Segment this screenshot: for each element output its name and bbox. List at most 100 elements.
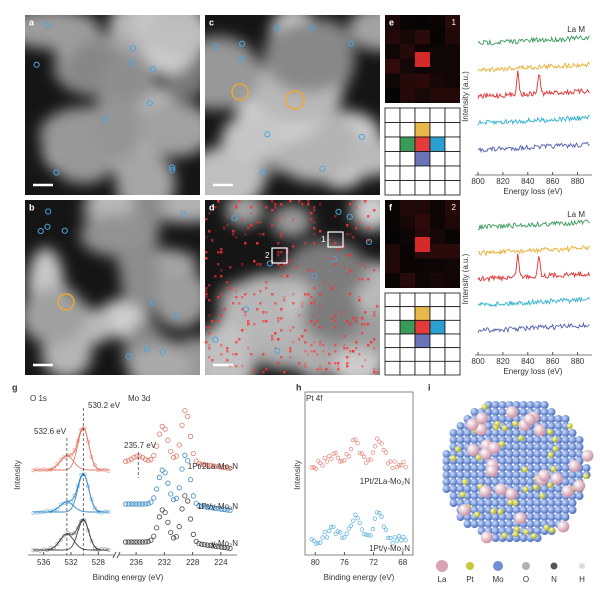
atom-marker	[347, 40, 355, 47]
la-pixel	[214, 206, 217, 209]
x-axis-label: Binding energy (eV)	[324, 573, 395, 582]
x-tick-label: 860	[546, 177, 560, 186]
x-tick-label: 228	[186, 558, 200, 567]
x-tick-label: 800	[471, 357, 485, 366]
data-point	[199, 541, 205, 547]
map-pixel	[400, 244, 415, 259]
map-pixel	[385, 58, 400, 74]
data-point	[72, 531, 77, 535]
data-point	[55, 462, 60, 467]
region-title: Pt 4f	[306, 394, 323, 403]
data-point	[368, 533, 373, 538]
mo-atom	[561, 429, 570, 437]
data-point	[357, 450, 362, 456]
data-point	[324, 535, 330, 540]
blob	[151, 267, 200, 328]
la-pixel	[235, 296, 238, 299]
mo-atom	[547, 506, 556, 514]
la-pixel	[289, 350, 292, 353]
data-point	[162, 470, 168, 476]
mo-atom	[463, 436, 472, 444]
map-pixel	[385, 273, 400, 288]
la-pixel	[292, 218, 295, 221]
pt-atom	[501, 425, 508, 432]
atom-marker	[159, 348, 166, 355]
la-pixel	[220, 293, 223, 296]
grid-cell	[414, 180, 431, 196]
data-point	[187, 516, 194, 522]
x-tick-label: 80	[311, 558, 320, 567]
grid-cell	[384, 107, 401, 123]
mo-atom	[547, 457, 556, 465]
la-pixel	[346, 320, 349, 323]
mo-atom	[442, 485, 451, 493]
mo-atom	[449, 436, 458, 444]
la-pixel	[235, 206, 238, 209]
mo-atom	[540, 408, 549, 416]
data-point	[366, 532, 371, 538]
data-point	[213, 463, 219, 469]
data-point	[355, 516, 360, 521]
la-atom	[514, 512, 527, 525]
roi-box	[271, 247, 288, 264]
data-point	[342, 535, 347, 540]
la-pixel	[313, 221, 316, 224]
la-pixel	[346, 224, 349, 227]
mo-atom	[540, 415, 549, 423]
data-point	[403, 538, 408, 543]
atom-marker	[146, 100, 153, 107]
la-pixel	[301, 203, 304, 206]
mo-atom	[463, 520, 472, 528]
roi-box	[327, 231, 344, 248]
mo-atom	[505, 443, 514, 451]
la-pixel	[370, 341, 373, 344]
mo-atom	[540, 450, 549, 458]
map-pixel	[430, 88, 445, 103]
atom-marker	[172, 312, 180, 319]
la-pixel	[205, 218, 208, 221]
la-pixel	[319, 203, 322, 206]
la-pixel	[262, 320, 265, 323]
la-pixel	[319, 365, 322, 368]
mo-atom	[519, 492, 528, 500]
grid-cell	[444, 292, 461, 308]
legend-label: La	[438, 575, 447, 584]
mo-atom	[491, 520, 500, 528]
mo-atom	[498, 464, 507, 472]
mo-atom	[463, 457, 472, 465]
data-point	[207, 462, 213, 469]
x-tick-label: 840	[521, 357, 535, 366]
la-pixel	[208, 284, 211, 287]
data-point	[221, 544, 228, 551]
la-pixel	[262, 233, 265, 236]
data-point	[170, 535, 177, 541]
map-pixel	[430, 214, 445, 230]
data-point	[162, 509, 168, 516]
mo-atom	[505, 450, 514, 458]
mo-atom	[540, 499, 549, 507]
la-pixel	[253, 371, 256, 374]
mo-atom	[512, 464, 521, 472]
map-pixel	[415, 15, 430, 30]
la-pixel	[205, 296, 208, 299]
la-pixel	[250, 353, 253, 356]
la-pixel	[313, 242, 316, 245]
grid-cell	[399, 136, 416, 152]
fit-curve	[33, 472, 109, 513]
la-pixel	[256, 221, 259, 224]
grid-cell	[414, 107, 431, 123]
data-point	[385, 535, 391, 541]
la-pixel	[376, 305, 379, 308]
mo-atom	[533, 457, 542, 465]
la-pixel	[319, 368, 322, 371]
mo-atom	[540, 485, 549, 493]
pt-atom	[547, 482, 554, 489]
x-tick-label: 528	[92, 558, 106, 567]
la-pixel	[367, 239, 370, 242]
la-pixel	[313, 302, 316, 305]
la-atom	[485, 464, 498, 477]
data-point	[359, 527, 365, 532]
data-point	[99, 510, 104, 515]
grid-cell	[399, 151, 416, 167]
data-point	[313, 466, 319, 471]
